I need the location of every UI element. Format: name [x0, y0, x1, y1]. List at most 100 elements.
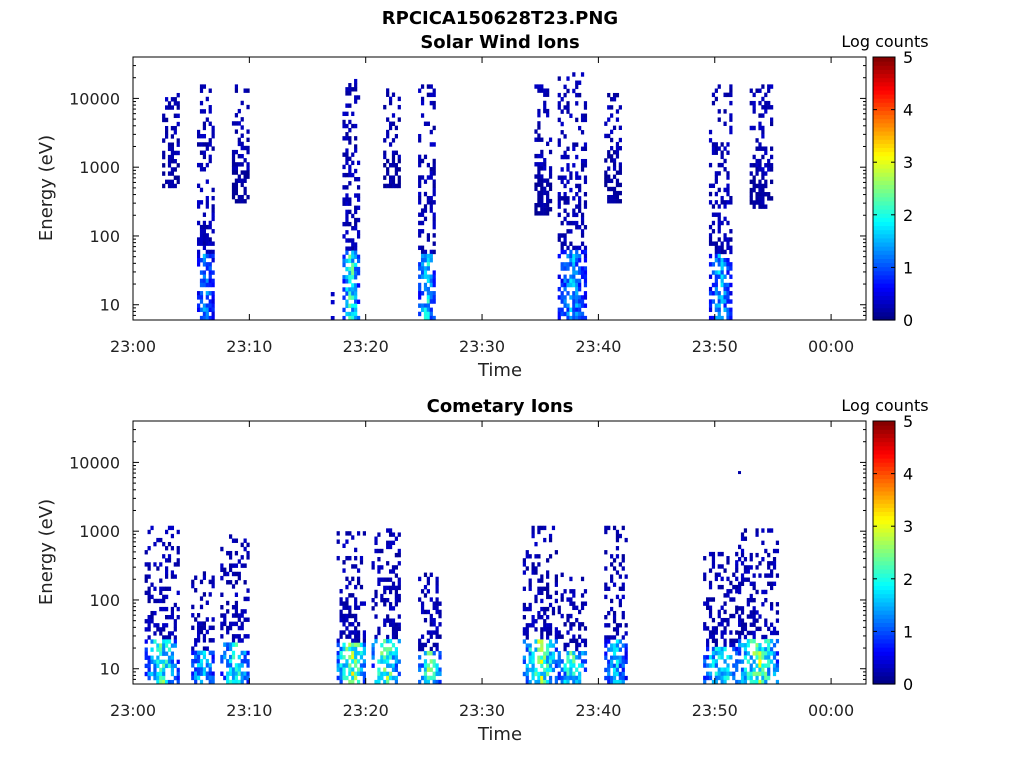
spectrogram-cell — [432, 92, 436, 98]
spectrogram-cell — [351, 287, 355, 292]
spectrogram-cell — [342, 201, 346, 206]
spectrogram-cell — [546, 635, 550, 640]
spectrogram-cell — [711, 617, 716, 623]
spectrogram-cell — [752, 585, 756, 591]
spectrogram-cell — [432, 233, 436, 238]
spectrogram-cell — [420, 245, 425, 251]
spectrogram-cell — [336, 667, 340, 672]
spectrogram-cell — [196, 303, 201, 308]
spectrogram-cell — [362, 679, 366, 684]
spectrogram-cell — [540, 639, 544, 644]
spectrogram-cell — [156, 566, 160, 571]
spectrogram-cell — [729, 125, 733, 131]
spectrogram-cell — [575, 282, 579, 288]
colorbar-gradient-step — [873, 299, 895, 305]
spectrogram-cell — [546, 594, 550, 600]
spectrogram-cell — [610, 105, 614, 110]
spectrogram-cell — [569, 597, 573, 602]
spectrogram-cell — [615, 594, 620, 600]
spectrogram-cell — [339, 650, 343, 656]
spectrogram-cell — [726, 175, 730, 180]
spectrogram-cell — [580, 216, 585, 222]
colorbar-gradient-step — [873, 470, 895, 476]
spectrogram-cell — [546, 643, 550, 648]
spectrogram-cell — [345, 193, 349, 198]
spectrogram-cell — [578, 253, 582, 259]
spectrogram-cell — [720, 154, 724, 160]
spectrogram-cell — [231, 190, 236, 196]
spectrogram-cell — [418, 646, 422, 652]
spectrogram-cell — [418, 679, 422, 684]
spectrogram-cell — [607, 194, 611, 200]
spectrogram-cell — [383, 655, 387, 660]
spectrogram-cell — [735, 638, 739, 644]
spectrogram-cell — [423, 679, 428, 684]
spectrogram-cell — [147, 655, 151, 660]
spectrogram-cell — [775, 659, 780, 664]
spectrogram-cell — [708, 233, 713, 238]
spectrogram-cell — [548, 186, 553, 192]
spectrogram-cell — [761, 663, 765, 668]
spectrogram-cell — [162, 113, 166, 119]
spectrogram-cell — [717, 667, 721, 672]
spectrogram-cell — [615, 146, 620, 151]
spectrogram-cell — [726, 237, 730, 242]
spectrogram-cell — [618, 562, 622, 567]
spectrogram-cell — [202, 220, 207, 226]
spectrogram-cell — [243, 609, 247, 614]
spectrogram-cell — [159, 598, 163, 604]
spectrogram-cell — [228, 555, 233, 560]
spectrogram-cell — [162, 606, 166, 612]
spectrogram-cell — [578, 679, 582, 684]
spectrogram-cell — [752, 679, 756, 684]
spectrogram-cell — [615, 554, 620, 559]
spectrogram-cell — [607, 174, 611, 179]
spectrogram-cell — [621, 675, 625, 681]
spectrogram-cell — [575, 80, 579, 85]
spectrogram-cell — [560, 679, 564, 684]
spectrogram-cell — [563, 105, 567, 110]
spectrogram-cell — [543, 207, 547, 212]
spectrogram-cell — [147, 562, 151, 567]
spectrogram-cell — [761, 113, 765, 118]
spectrogram-cell — [191, 625, 195, 631]
spectrogram-cell — [543, 619, 547, 624]
spectrogram-cell — [708, 584, 713, 590]
colorbar-gradient-step — [873, 254, 895, 259]
spectrogram-cell — [720, 274, 724, 279]
spectrogram-cell — [618, 533, 622, 539]
spectrogram-cell — [572, 675, 576, 681]
spectrogram-cell — [604, 651, 608, 656]
spectrogram-cell — [234, 166, 239, 171]
spectrogram-cell — [228, 580, 233, 585]
spectrogram-cell — [554, 598, 558, 604]
y-tick-label: 100 — [89, 227, 120, 246]
spectrogram-cell — [429, 597, 433, 602]
spectrogram-cell — [557, 204, 561, 209]
spectrogram-cell — [583, 282, 588, 288]
spectrogram-cell — [752, 92, 756, 98]
spectrogram-cell — [170, 659, 175, 665]
spectrogram-cell — [583, 638, 588, 644]
spectrogram-cell — [176, 150, 180, 156]
spectrogram-cell — [723, 249, 727, 255]
spectrogram-cell — [711, 626, 716, 631]
colorbar-gradient-step — [873, 274, 895, 280]
spectrogram-cell — [167, 101, 172, 106]
spectrogram-cell — [723, 609, 727, 615]
spectrogram-cell — [717, 675, 721, 681]
spectrogram-cell — [563, 134, 567, 139]
colorbar-gradient-step — [873, 147, 895, 153]
spectrogram-cell — [234, 663, 239, 668]
spectrogram-cell — [170, 574, 175, 579]
spectrogram-cell — [569, 626, 573, 631]
spectrogram-cell — [354, 266, 358, 272]
spectrogram-cell — [540, 182, 544, 187]
spectrogram-cell — [612, 194, 617, 200]
spectrogram-cell — [386, 133, 390, 139]
spectrogram-cell — [426, 303, 430, 308]
colorbar-gradient-step — [873, 437, 895, 443]
spectrogram-cell — [540, 671, 544, 677]
spectrogram-cell — [418, 295, 422, 300]
spectrogram-cell — [560, 307, 564, 313]
